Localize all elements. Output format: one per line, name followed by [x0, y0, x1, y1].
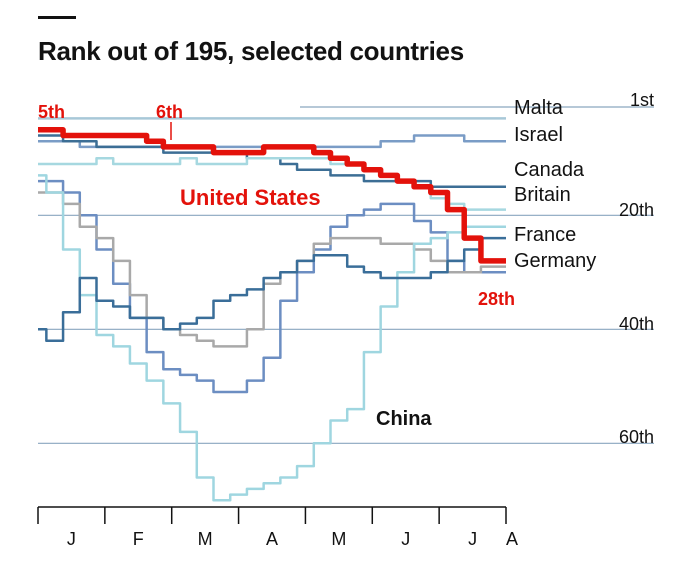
label-china: China [376, 408, 432, 430]
series-line-unlabelled-7 [38, 236, 506, 342]
x-tick-label: M [198, 529, 213, 549]
label-us-6th: 6th [156, 102, 183, 122]
label-israel: Israel [514, 124, 563, 146]
label-united-states: United States [180, 185, 321, 210]
grid-label-60th: 60th [619, 427, 654, 447]
grid-label-20th: 20th [619, 200, 654, 220]
chart-title: Rank out of 195, selected countries [38, 36, 464, 66]
x-tick-label: J [468, 529, 477, 549]
x-tick-label: J [67, 529, 76, 549]
series-line-germany [38, 191, 506, 348]
label-us-28th: 28th [478, 289, 515, 309]
label-france: France [514, 224, 576, 246]
grid-label-40th: 40th [619, 314, 654, 334]
x-tick-label: M [331, 529, 346, 549]
series-line-france [38, 179, 506, 394]
series-line-united-states [38, 127, 506, 264]
x-tick-label: F [133, 529, 144, 549]
x-tick-label: A [506, 529, 518, 549]
label-germany: Germany [514, 250, 596, 272]
label-malta: Malta [514, 97, 564, 119]
label-us-5th: 5th [38, 102, 65, 122]
title-rule [38, 16, 76, 19]
series-lines [38, 117, 506, 502]
x-tick-label: J [401, 529, 410, 549]
grid-label-1st: 1st [630, 90, 654, 110]
label-canada: Canada [514, 159, 585, 181]
series-line-canada [38, 134, 506, 189]
label-britain: Britain [514, 184, 571, 206]
series-line-china [38, 174, 506, 502]
x-tick-label: A [266, 529, 278, 549]
